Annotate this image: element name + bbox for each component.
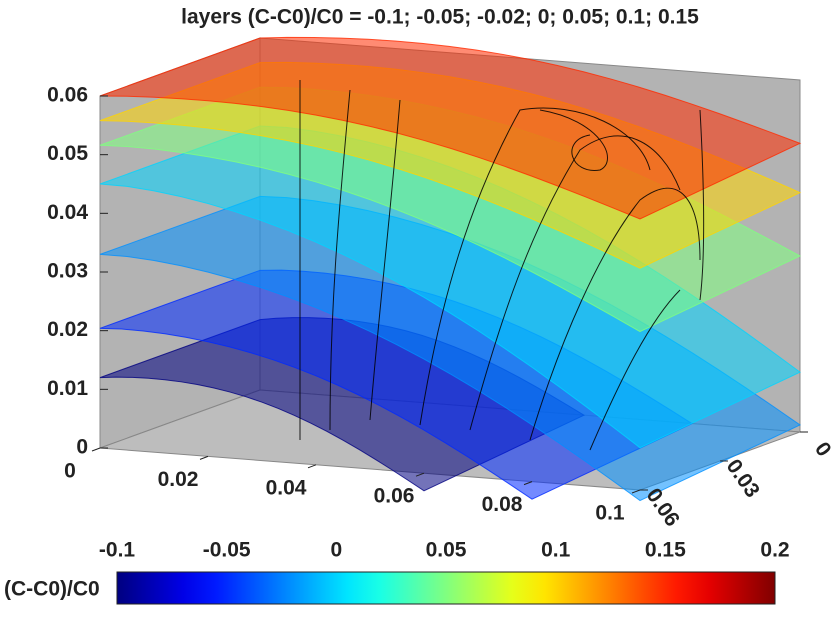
colorbar-label: (C-C0)/C0	[4, 578, 100, 601]
x-tick	[523, 481, 533, 486]
z-tick-label: 0.03	[47, 260, 88, 283]
colorbar-tick-label: 0.05	[426, 539, 467, 562]
colorbar-tick-label: -0.1	[99, 539, 136, 562]
y-tick-label: 0.03	[722, 455, 764, 502]
z-tick-label: 0.06	[47, 84, 88, 107]
z-tick-label: 0.04	[47, 201, 88, 224]
y-tick-label: 0	[810, 438, 831, 461]
x-tick-label: 0.1	[595, 502, 625, 525]
chart-title: layers (C-C0)/C0 = -0.1; -0.05; -0.02; 0…	[181, 6, 699, 29]
x-tick	[199, 455, 209, 460]
colorbar-tick-label: 0.2	[760, 539, 789, 562]
x-tick	[415, 472, 425, 477]
x-tick	[631, 489, 641, 494]
colorbar-tick-label: 0.15	[645, 539, 686, 562]
z-tick-label: 0.01	[47, 377, 88, 400]
x-tick-label: 0	[64, 460, 76, 483]
x-tick	[91, 447, 101, 452]
x-tick	[307, 464, 317, 469]
z-tick-label: 0.02	[47, 318, 88, 341]
x-tick-label: 0.08	[482, 493, 523, 516]
x-tick-label: 0.02	[158, 468, 199, 491]
x-tick-label: 0.04	[266, 476, 307, 499]
isosurface	[99, 36, 802, 220]
streamlines	[299, 80, 705, 451]
colorbar-tick-label: 0.1	[541, 539, 571, 562]
x-tick-label: 0.06	[374, 485, 415, 508]
colorbar-tick-label: 0	[330, 539, 342, 562]
z-tick-label: 0	[76, 436, 88, 459]
colorbar	[116, 571, 776, 605]
isosurfaces	[99, 36, 802, 502]
colorbar-tick-label: -0.05	[203, 539, 251, 562]
z-tick-label: 0.05	[47, 142, 88, 165]
